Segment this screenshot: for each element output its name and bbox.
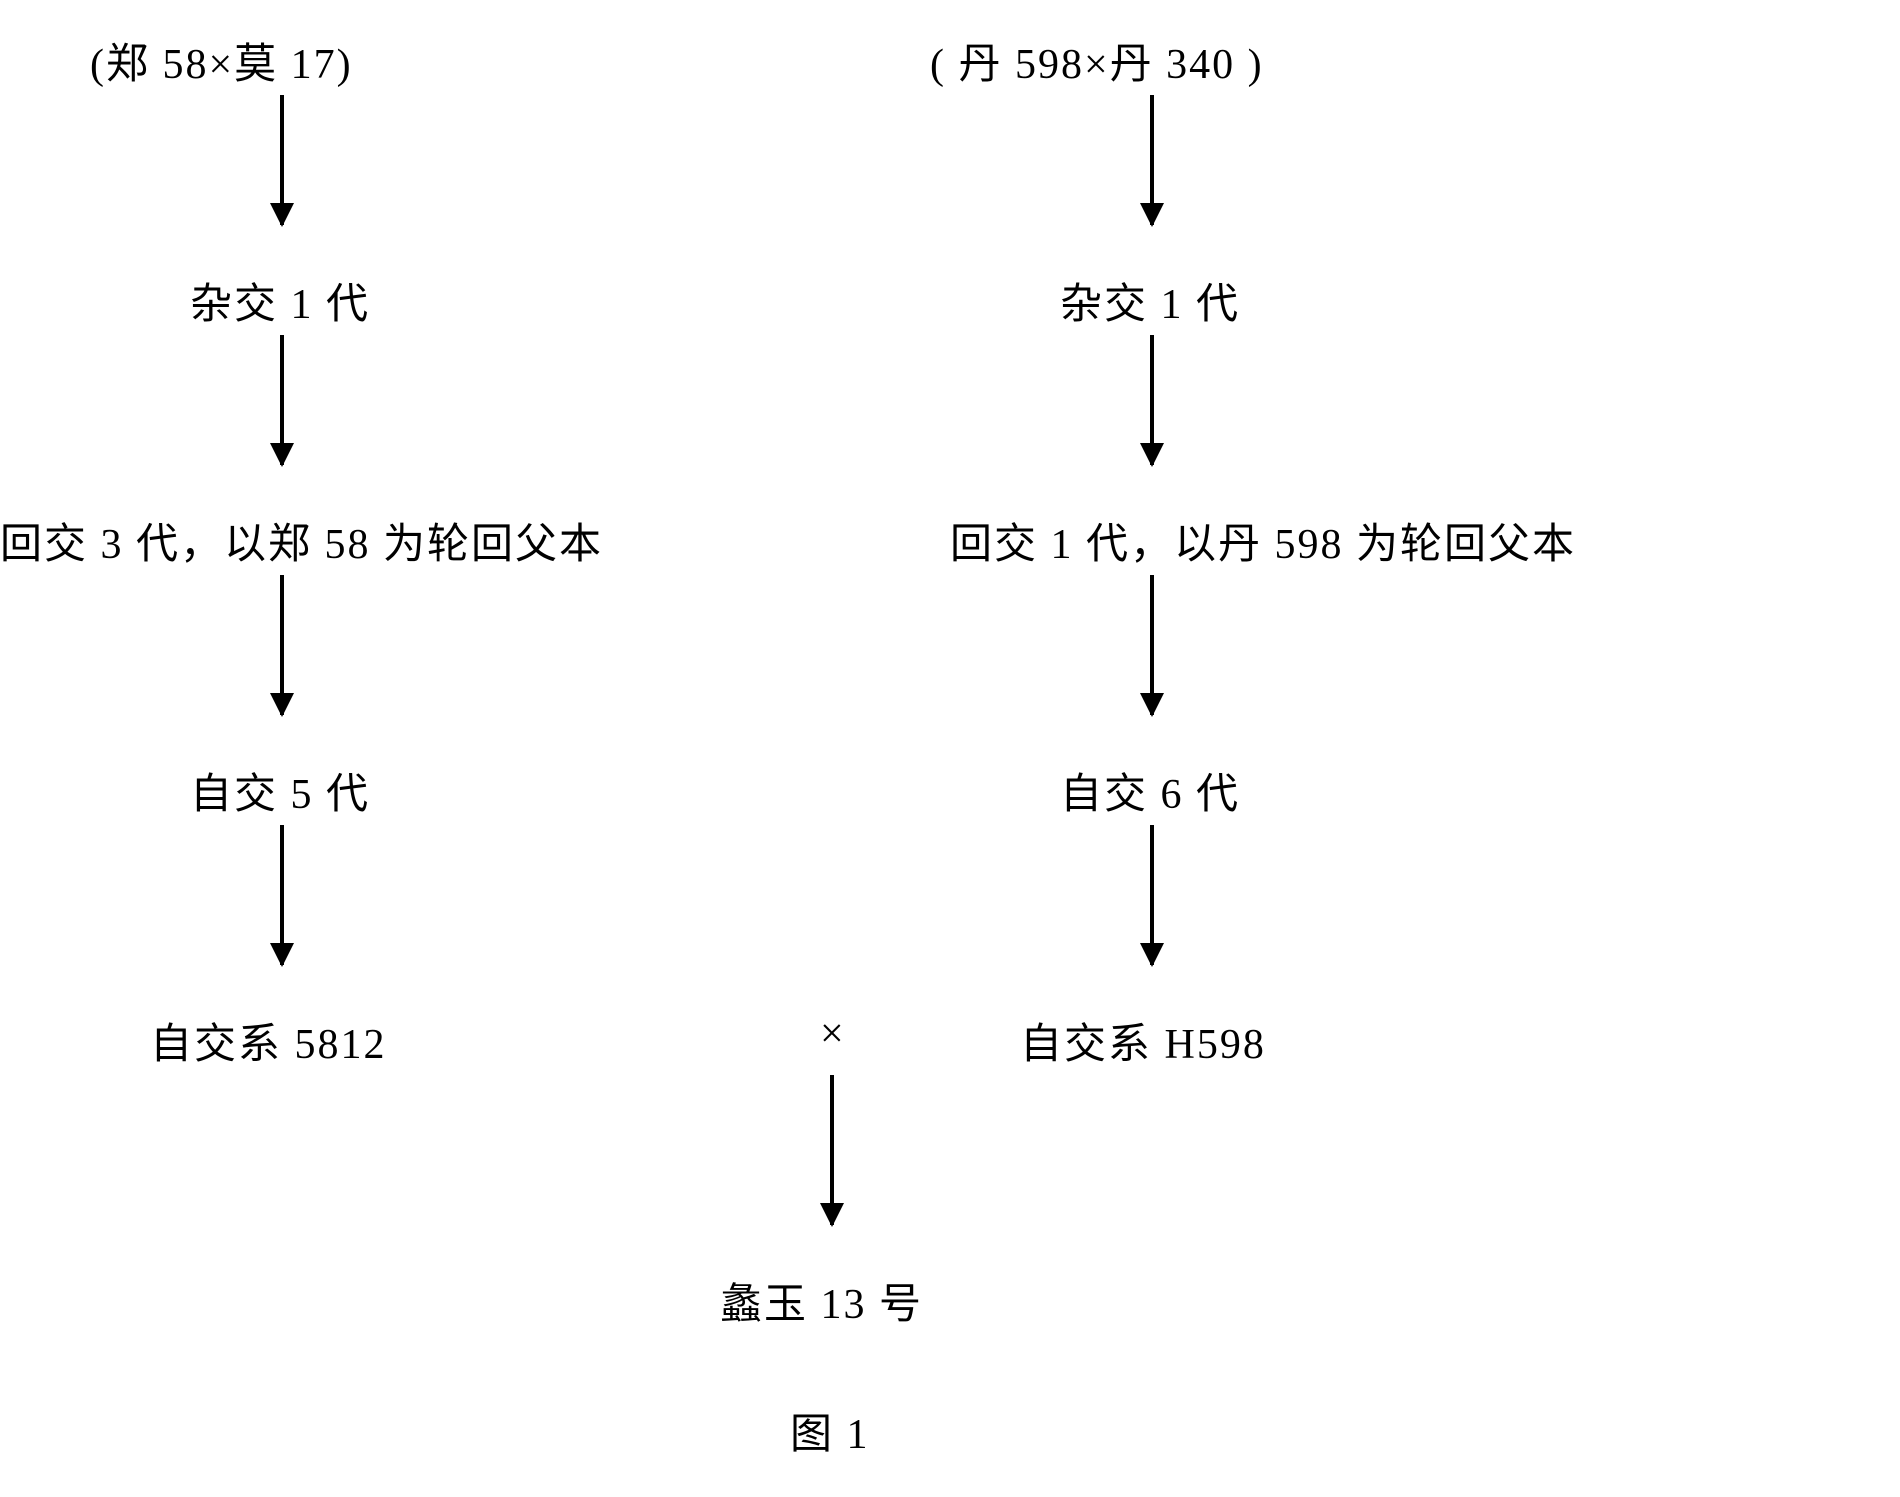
left-backcross: 回交 3 代，以郑 58 为轮回父本 bbox=[0, 510, 603, 571]
left-inbred-line: 自交系 5812 bbox=[150, 1010, 387, 1071]
arrow-right-4 bbox=[1150, 825, 1154, 965]
arrow-left-3 bbox=[280, 575, 284, 715]
hybrid-result: 蠡玉 13 号 bbox=[720, 1270, 923, 1331]
right-inbred-line: 自交系 H598 bbox=[1020, 1010, 1266, 1071]
arrow-final bbox=[830, 1075, 834, 1225]
cross-symbol: × bbox=[820, 1010, 844, 1058]
arrow-left-4 bbox=[280, 825, 284, 965]
right-f1: 杂交 1 代 bbox=[1060, 270, 1240, 331]
right-backcross: 回交 1 代，以丹 598 为轮回父本 bbox=[950, 510, 1576, 571]
arrow-left-1 bbox=[280, 95, 284, 225]
arrow-right-2 bbox=[1150, 335, 1154, 465]
right-selfing: 自交 6 代 bbox=[1060, 760, 1240, 821]
arrow-left-2 bbox=[280, 335, 284, 465]
left-parent-cross: (郑 58×莫 17) bbox=[90, 30, 353, 91]
right-parent-cross: ( 丹 598×丹 340 ) bbox=[930, 30, 1264, 91]
arrow-right-3 bbox=[1150, 575, 1154, 715]
arrow-right-1 bbox=[1150, 95, 1154, 225]
breeding-flowchart: (郑 58×莫 17) 杂交 1 代 回交 3 代，以郑 58 为轮回父本 自交… bbox=[0, 0, 1900, 1497]
left-f1: 杂交 1 代 bbox=[190, 270, 370, 331]
figure-caption: 图 1 bbox=[790, 1400, 870, 1461]
left-selfing: 自交 5 代 bbox=[190, 760, 370, 821]
